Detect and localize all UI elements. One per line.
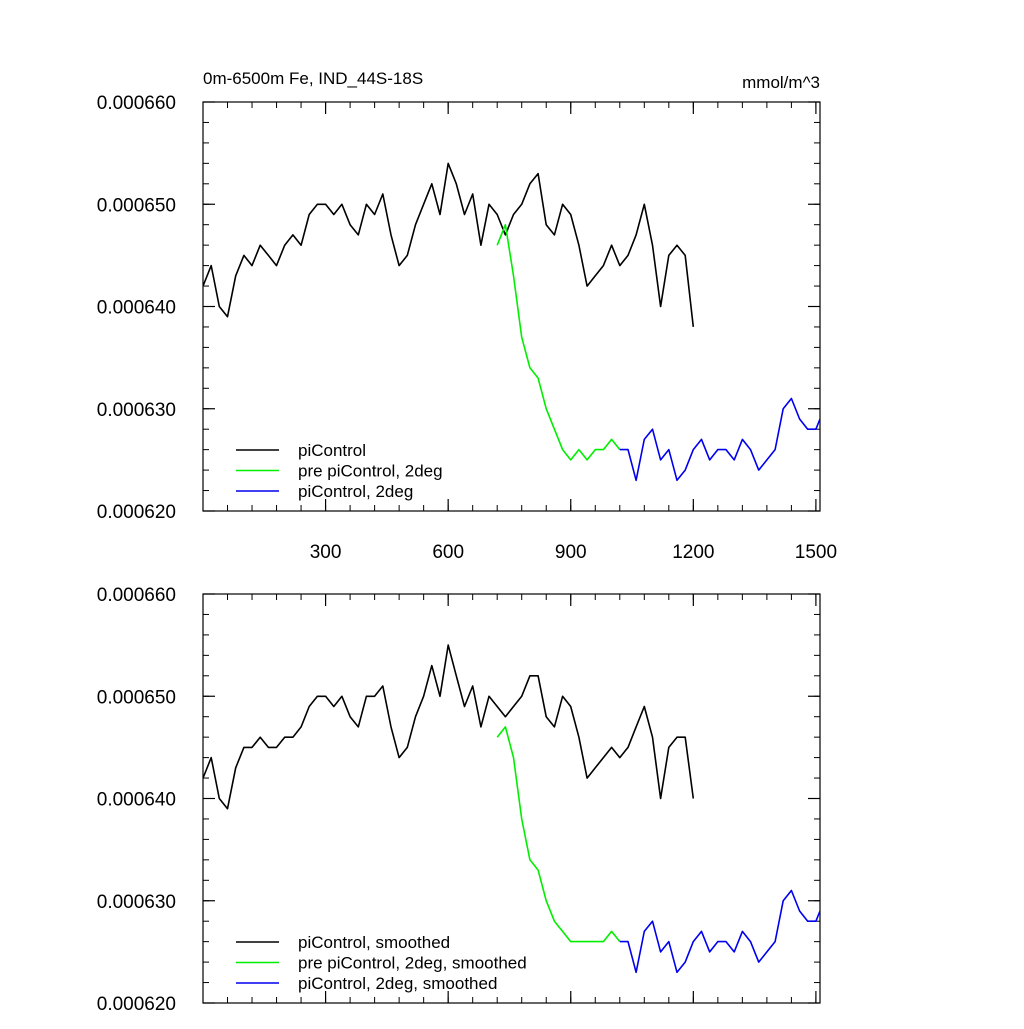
x-tick-label: 600 [432, 542, 464, 563]
chart-units-label: mmol/m^3 [742, 73, 820, 92]
y-tick-label: 0.000640 [97, 298, 176, 319]
series-line-1 [203, 644, 695, 810]
series-line-2 [496, 223, 621, 461]
legend-label-3: piControl, 2deg, smoothed [298, 974, 497, 993]
series-line-2 [496, 726, 621, 943]
x-tick-label: 1500 [795, 542, 837, 563]
y-tick-label: 0.000620 [97, 502, 176, 523]
series-line-3 [619, 397, 820, 482]
y-tick-label: 0.000660 [97, 585, 176, 606]
y-tick-label: 0.000650 [97, 687, 176, 708]
chart-title: 0m-6500m Fe, IND_44S-18S [203, 69, 423, 88]
x-tick-label: 1200 [672, 542, 714, 563]
legend-label-2: pre piControl, 2deg, smoothed [298, 954, 527, 973]
plot-frame [202, 593, 821, 1004]
legend-label-2: pre piControl, 2deg [298, 462, 443, 481]
series-line-3 [619, 889, 820, 974]
y-tick-label: 0.000620 [97, 994, 176, 1015]
x-tick-label: 900 [555, 542, 587, 563]
plot-frame [202, 101, 821, 512]
y-tick-label: 0.000660 [97, 93, 176, 114]
y-tick-label: 0.000640 [97, 790, 176, 811]
y-tick-label: 0.000650 [97, 195, 176, 216]
legend-label-1: piControl, smoothed [298, 933, 450, 952]
x-tick-label: 300 [310, 542, 342, 563]
chart-panel-1: 0.000620 0.000630 0.000640 0.000650 0.000660… [97, 93, 837, 563]
legend-label-1: piControl [298, 441, 366, 460]
y-tick-label: 0.000630 [97, 892, 176, 913]
legend-label-3: piControl, 2deg [298, 482, 413, 501]
series-line-1 [203, 162, 695, 327]
chart-panel-2: 0.000620 0.000630 0.000640 0.000650 0.000660… [97, 585, 821, 1015]
y-tick-label: 0.000630 [97, 400, 176, 421]
